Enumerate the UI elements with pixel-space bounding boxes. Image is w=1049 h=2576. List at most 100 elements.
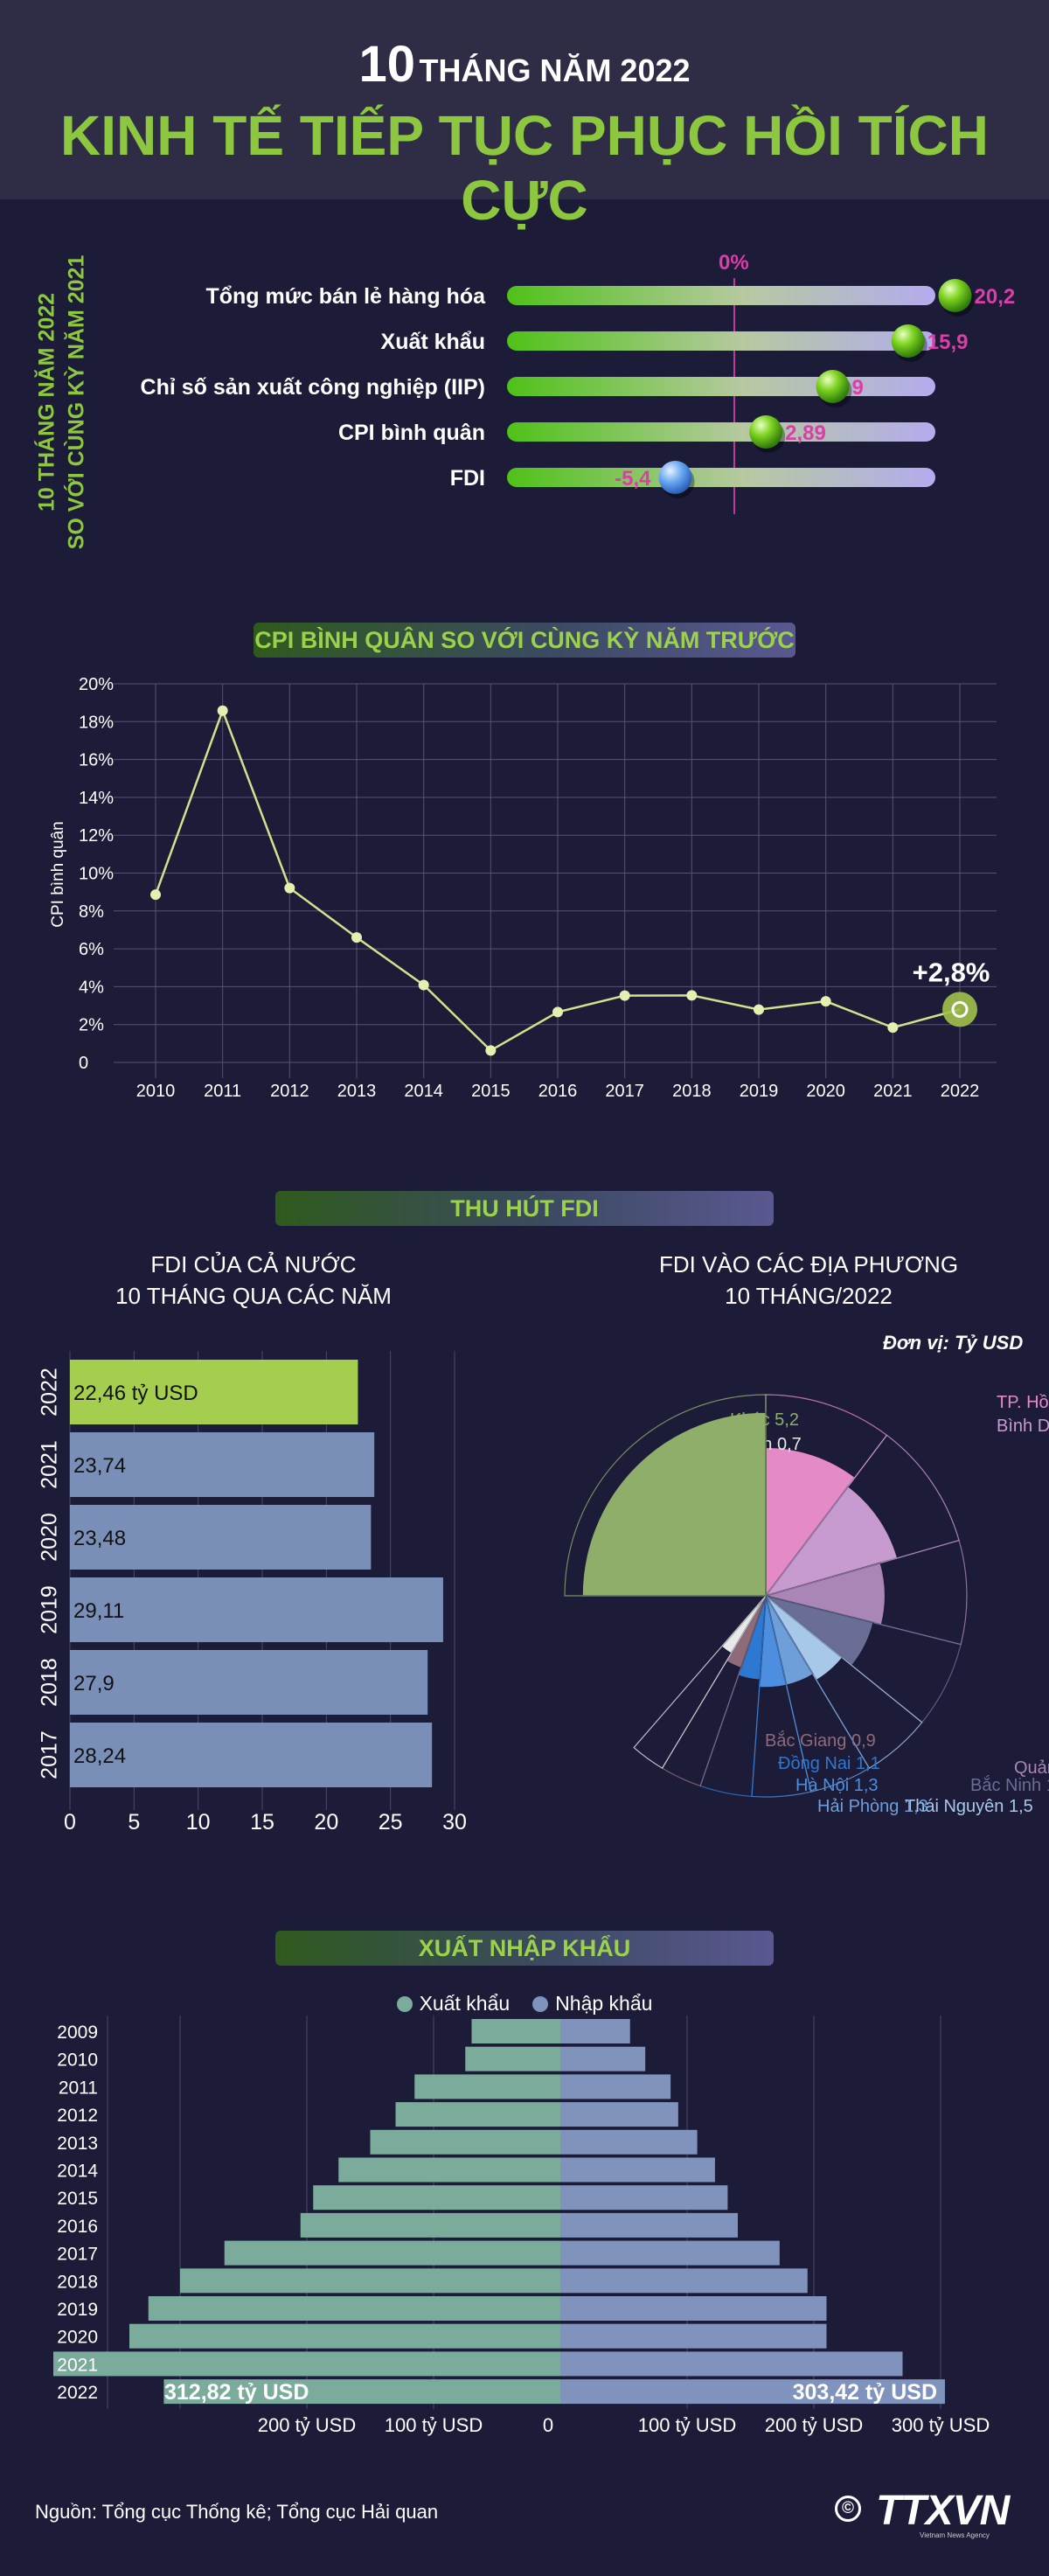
- fdi-slice-label: TP. Hồ Chí Minh 3,4: [997, 1393, 1049, 1412]
- fdi-x-tick: 5: [128, 1810, 140, 1835]
- trade-x-tick: 200 tỷ USD: [258, 2414, 357, 2436]
- fdi-polar-chart: TP. Hồ Chí Minh 3,4 Bình Dương 2,9 Quảng N…: [564, 1393, 1049, 1816]
- cpi-line-chart: 0 2% 4% 6% 8% 10% 12% 14% 16% 18% 20% 2010 2011 2012 2…: [49, 675, 997, 1101]
- trade-export-bar: [163, 2379, 560, 2405]
- trade-import-value: 303,42 tỷ USD: [793, 2380, 937, 2405]
- trade-export-value: 312,82 tỷ USD: [164, 2380, 309, 2405]
- fdi-x-tick: 0: [64, 1810, 76, 1835]
- fdi-slice-label: Bắc Ninh 1,9: [970, 1775, 1049, 1795]
- indicator-ball: [816, 370, 850, 403]
- legend-import: Nhập khẩu: [532, 1992, 652, 2016]
- trade-year-label: 2013: [57, 2134, 98, 2154]
- indicator-value: 2,89: [785, 421, 826, 445]
- fdi-category-label: 2022: [38, 1368, 62, 1417]
- fdi-slice: [764, 1485, 899, 1598]
- trade-export-bar: [338, 2157, 560, 2183]
- trade-year-label: 2011: [59, 2078, 98, 2098]
- fdi-bar-value: 23,74: [73, 1454, 126, 1478]
- fdi-slice-guide: [763, 1539, 968, 1646]
- trade-banner: XUẤT NHẬP KHẨU: [275, 1931, 774, 1966]
- cpi-point: [485, 1045, 497, 1056]
- trade-x-tick: 100 tỷ USD: [385, 2414, 483, 2436]
- trade-export-bar: [180, 2268, 560, 2294]
- fdi-slice-label: Bắc Giang 0,9: [765, 1730, 876, 1751]
- fdi-x-tick: 20: [314, 1810, 338, 1835]
- trade-year-label: 2010: [57, 2050, 98, 2071]
- header-subtitle: 10 THÁNG NĂM 2022: [0, 35, 1049, 94]
- fdi-slice-guide: [633, 1595, 767, 1769]
- cpi-x-tick: 2012: [270, 1082, 309, 1101]
- fdi-bar: [70, 1723, 433, 1787]
- trade-export-bar: [224, 2240, 560, 2266]
- trade-import-bar: [560, 2074, 671, 2099]
- trade-x-tick: 0: [543, 2414, 553, 2436]
- cpi-y-tick: 12%: [79, 826, 114, 846]
- cpi-x-tick: 2016: [538, 1082, 578, 1101]
- trade-import-bar: [560, 2240, 780, 2266]
- legend-import-label: Nhập khẩu: [555, 1992, 653, 2015]
- indicator-ball: [749, 415, 783, 449]
- cpi-point: [619, 990, 630, 1001]
- trade-import-bar: [560, 2046, 646, 2071]
- trade-import-bar: [560, 2379, 945, 2405]
- ttxvn-logo: TTXVN: [876, 2488, 1010, 2534]
- trade-export-bar: [465, 2046, 560, 2071]
- fdi-slice: [581, 1411, 767, 1597]
- trade-legend: Xuất khẩu Nhập khẩu: [0, 1992, 1049, 2016]
- cpi-y-tick: 10%: [79, 865, 114, 884]
- fdi-slice-guide: [764, 1434, 960, 1598]
- cpi-point: [754, 1004, 764, 1015]
- fdi-slice-label: Đồng Nai 1,1: [778, 1754, 880, 1773]
- indicator-label: Chỉ số sản xuất công nghiệp (IIP): [141, 375, 485, 400]
- cpi-point: [284, 882, 295, 894]
- trade-import-bar: [560, 2129, 698, 2155]
- cpi-y-tick: 0: [79, 1054, 88, 1073]
- indicator-track: [507, 331, 935, 351]
- cpi-point-ring: [951, 1000, 969, 1018]
- cpi-x-tick: 2014: [404, 1082, 443, 1101]
- cpi-x-tick: 2017: [605, 1082, 644, 1101]
- trade-import-bar: [560, 2157, 715, 2183]
- legend-export: Xuất khẩu: [396, 1992, 510, 2016]
- indicator-ball: [938, 279, 972, 312]
- fdi-left-title: FDI CỦA CẢ NƯỚC 10 THÁNG QUA CÁC NĂM: [79, 1249, 428, 1312]
- trade-export-bar: [395, 2102, 560, 2127]
- header-big-number: 10: [358, 36, 415, 93]
- trade-year-label: 2009: [57, 2023, 98, 2043]
- trade-year-label: 2012: [57, 2106, 98, 2126]
- fdi-left-title-line2: 10 THÁNG QUA CÁC NĂM: [115, 1283, 392, 1309]
- cpi-point: [887, 1022, 899, 1034]
- fdi-right-title-line1: FDI VÀO CÁC ĐỊA PHƯƠNG: [658, 1251, 959, 1278]
- cpi-y-tick: 4%: [79, 978, 104, 997]
- trade-year-label: 2022: [57, 2383, 98, 2403]
- cpi-point: [686, 990, 698, 1001]
- fdi-left-title-line1: FDI CỦA CẢ NƯỚC: [150, 1251, 357, 1278]
- fdi-bar-chart: 0 5 10 15 20 25 30 22,46 tỷ USD 2022 23,74 2021 23,…: [38, 1351, 467, 1835]
- indicator-value: 20,2: [975, 285, 1016, 309]
- indicator-track: [507, 422, 935, 442]
- fdi-slice-label: Quảng Ninh 2,2: [1014, 1758, 1049, 1778]
- fdi-bar: [70, 1650, 428, 1715]
- trade-year-label: 2017: [57, 2245, 98, 2265]
- fdi-x-tick: 25: [379, 1810, 403, 1835]
- cpi-y-tick: 16%: [79, 751, 114, 770]
- cpi-point: [150, 889, 161, 901]
- trade-year-label: 2015: [57, 2189, 98, 2209]
- fdi-bar: [70, 1505, 372, 1570]
- indicator-value: 15,9: [927, 331, 969, 354]
- cpi-y-tick: 8%: [79, 902, 104, 922]
- trade-export-bar: [53, 2351, 560, 2377]
- cpi-y-tick: 14%: [79, 789, 114, 808]
- trade-export-bar: [148, 2296, 560, 2321]
- cpi-point: [217, 705, 228, 716]
- fdi-category-label: 2018: [38, 1658, 62, 1707]
- fdi-category-label: 2020: [38, 1513, 62, 1562]
- trade-import-bar: [560, 2185, 728, 2210]
- cpi-point: [418, 979, 429, 991]
- trade-export-bar: [300, 2212, 560, 2238]
- fdi-right-title: FDI VÀO CÁC ĐỊA PHƯƠNG 10 THÁNG/2022: [621, 1249, 997, 1312]
- cpi-point-highlight: [942, 992, 977, 1027]
- cpi-x-tick: 2011: [204, 1082, 241, 1101]
- trade-x-tick: 200 tỷ USD: [765, 2414, 864, 2436]
- fdi-slice-guide: [765, 1394, 888, 1598]
